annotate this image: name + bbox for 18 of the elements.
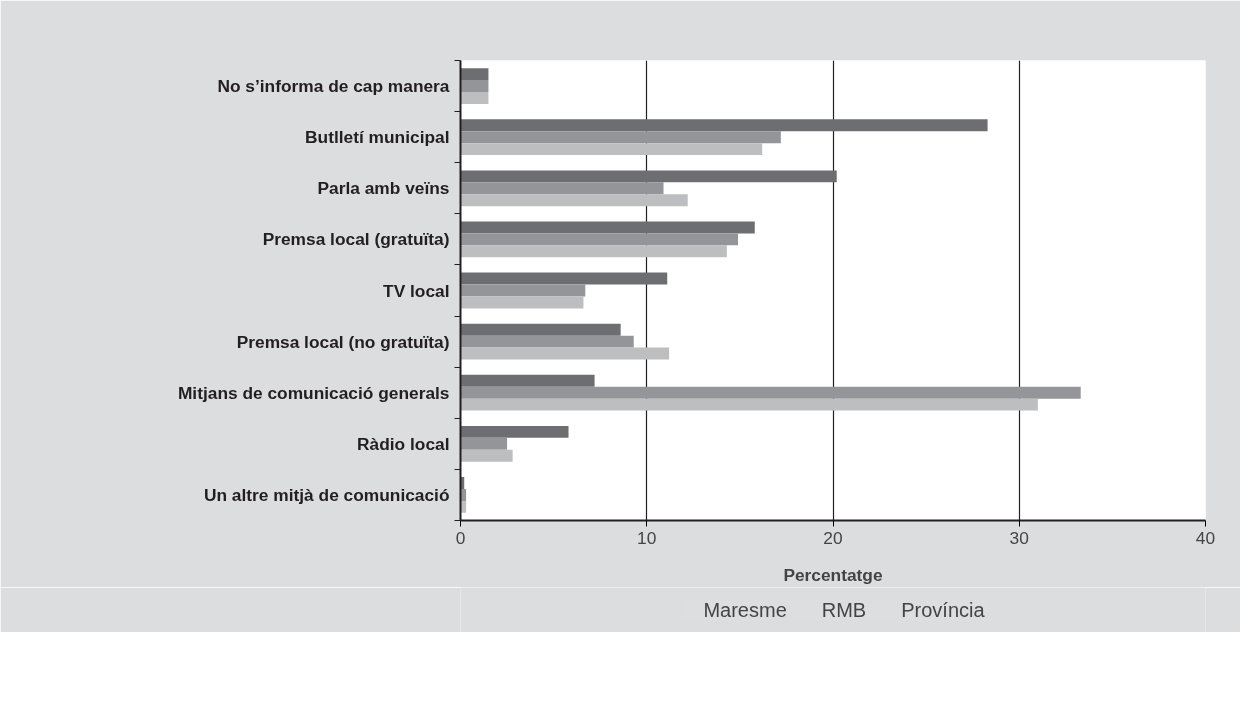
y-tick-label: Ràdio local (357, 433, 450, 454)
x-tick-label: 30 (1009, 527, 1029, 548)
y-tick-label: No s’informa de cap manera (217, 76, 450, 97)
y-tick-label: Butlletí municipal (305, 127, 450, 148)
text: RMB (821, 598, 867, 621)
y-tick-label: TV local (383, 280, 450, 301)
text: Maresme (703, 598, 787, 621)
y-tick-label: Mitjans de comunicació generals (177, 382, 450, 403)
x-tick-label: 10 (637, 527, 657, 548)
x-axis-title: Percentatge (783, 564, 883, 585)
text: Província (901, 598, 985, 621)
y-tick-label: Premsa local (gratuïta) (262, 229, 450, 250)
y-tick-label: Un altre mitjà de comunicació (203, 484, 450, 505)
x-tick-label: 40 (1195, 527, 1216, 548)
x-tick-label: 20 (823, 527, 843, 548)
y-tick-label: Parla amb veïns (317, 178, 450, 199)
x-tick-label: 0 (455, 527, 466, 548)
y-tick-label: Premsa local (no gratuïta) (236, 331, 450, 352)
